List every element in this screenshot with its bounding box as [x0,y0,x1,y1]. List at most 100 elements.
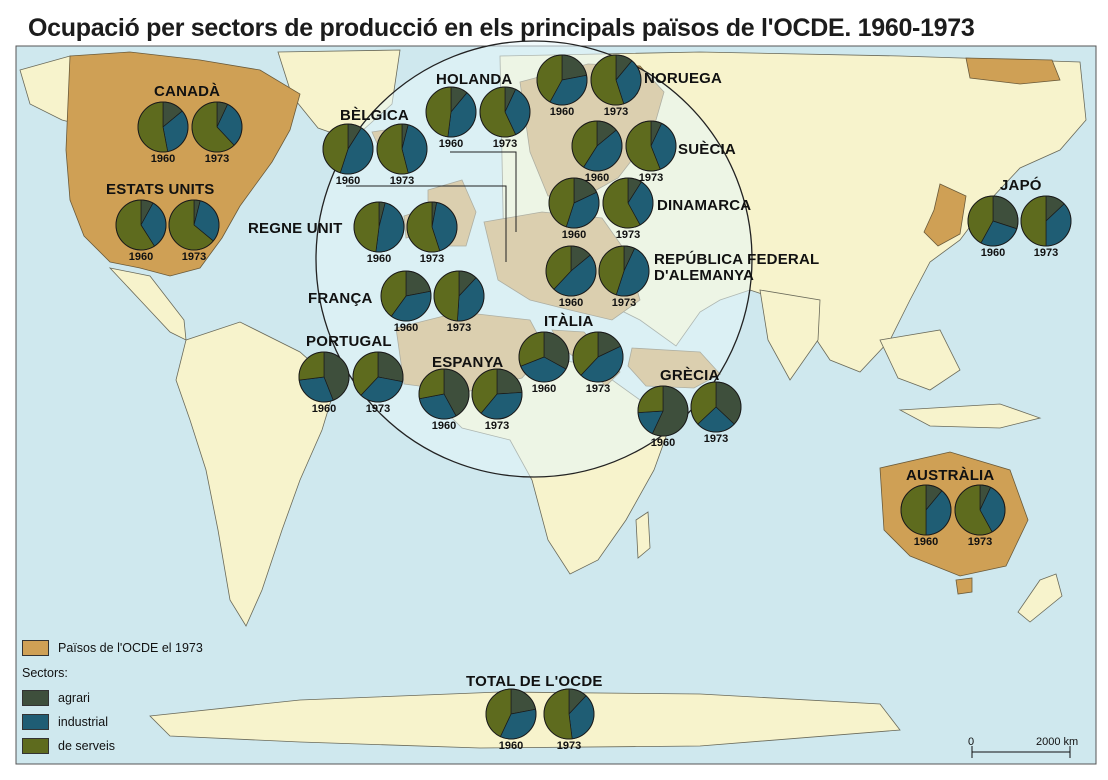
pie-outline [406,201,458,253]
pie-estats-units-1973 [168,199,220,251]
pie-charts [115,54,1072,740]
pie-outline [548,177,600,229]
oecd-svalbard [965,57,1061,85]
pie-canada-1973 [191,101,243,153]
legend-sectors-title: Sectors: [22,666,68,684]
year-label-regne-unit-1960: 1960 [366,253,392,265]
country-label-noruega: NORUEGA [644,70,723,87]
pie-outline [543,688,595,740]
pie-canada-1960 [137,101,189,153]
pie-italia-1960 [518,331,570,383]
landmass-indonesia [898,403,1042,429]
pie-outline [191,101,243,153]
pie-dinamarca-1960 [548,177,600,229]
pie-outline [418,368,470,420]
pie-noruega-1973 [590,54,642,106]
legend-label-agrari: agrari [58,691,90,705]
legend-label-serveis: de serveis [58,739,115,753]
year-label-dinamarca-1960: 1960 [561,229,587,241]
pie-japo-1973 [1020,195,1072,247]
country-label-australia: AUSTRÀLIA [906,467,995,484]
landmass-central-america [108,267,187,341]
pie-republica-federal-d-alemanya-1973 [598,245,650,297]
year-label-regne-unit-1973: 1973 [419,253,445,265]
pie-outline [479,86,531,138]
pie-outline [900,484,952,536]
pie-australia-1973 [954,484,1006,536]
year-label-japo-1960: 1960 [980,247,1006,259]
landmass-new-zealand [1017,573,1063,623]
country-label-dinamarca: DINAMARCA [657,197,752,214]
pie-total-de-l-ocde-1960 [485,688,537,740]
pie-holanda-1960 [425,86,477,138]
landmass-southeast-asia [879,329,961,391]
scale-end-label: 2000 km [1036,736,1079,748]
legend-oecd-label: Països de l'OCDE el 1973 [58,641,203,655]
landmass-india [759,289,821,381]
legend-swatch-agrari [22,690,49,706]
country-label-total-de-l-ocde: TOTAL DE L'OCDE [466,673,603,690]
scale-zero-label: 0 [968,736,975,748]
pie-outline [1020,195,1072,247]
pie-outline [602,177,654,229]
pie-dinamarca-1973 [602,177,654,229]
map-title: Ocupació per sectors de producció en els… [28,14,975,42]
pie-outline [425,86,477,138]
pie-portugal-1973 [352,351,404,403]
country-label-grecia: GRÈCIA [660,367,720,384]
landmass-madagascar [635,511,651,559]
country-label-franca: FRANÇA [308,290,373,307]
year-label-espanya-1973: 1973 [484,420,510,432]
year-label-suecia-1973: 1973 [638,172,664,184]
year-label-republica-federal-d-alemanya-1973: 1973 [611,297,637,309]
pie-outline [545,245,597,297]
year-label-total-de-l-ocde-1960: 1960 [498,740,524,752]
pie-outline [590,54,642,106]
pie-republica-federal-d-alemanya-1960 [545,245,597,297]
pie-outline [380,270,432,322]
pie-suecia-1973 [625,120,677,172]
year-label-australia-1973: 1973 [967,536,993,548]
pie-italia-1973 [572,331,624,383]
pie-grecia-1960 [637,385,689,437]
pie-outline [536,54,588,106]
pie-portugal-1960 [298,351,350,403]
year-label-total-de-l-ocde-1973: 1973 [556,740,582,752]
pie-outline [518,331,570,383]
country-label-canada: CANADÀ [154,83,221,100]
country-label-italia: ITÀLIA [544,313,594,330]
year-label-australia-1960: 1960 [913,536,939,548]
country-label-estats-units: ESTATS UNITS [106,181,215,198]
pie-japo-1960 [967,195,1019,247]
pie-outline [168,199,220,251]
legend-oecd-swatch [22,640,49,656]
pie-australia-1960 [900,484,952,536]
year-label-belgica-1960: 1960 [335,175,361,187]
year-label-grecia-1973: 1973 [703,433,729,445]
country-label-regne-unit: REGNE UNIT [248,220,343,237]
year-label-estats-units-1960: 1960 [128,251,154,263]
year-label-espanya-1960: 1960 [431,420,457,432]
pie-outline [433,270,485,322]
pie-outline [298,351,350,403]
pie-noruega-1960 [536,54,588,106]
year-label-suecia-1960: 1960 [584,172,610,184]
year-label-franca-1960: 1960 [393,322,419,334]
legend-label-industrial: industrial [58,715,109,729]
pie-suecia-1960 [571,120,623,172]
pie-outline [572,331,624,383]
pie-outline [598,245,650,297]
country-label-portugal: PORTUGAL [306,333,392,350]
oecd-tasmania [955,577,973,595]
oecd-australia [879,451,1029,577]
pie-franca-1973 [433,270,485,322]
year-label-portugal-1973: 1973 [365,403,391,415]
year-label-holanda-1960: 1960 [438,138,464,150]
pie-espanya-1960 [418,368,470,420]
year-label-noruega-1973: 1973 [603,106,629,118]
year-label-japo-1973: 1973 [1033,247,1059,259]
year-label-holanda-1973: 1973 [492,138,518,150]
year-label-noruega-1960: 1960 [549,106,575,118]
pie-outline [115,199,167,251]
